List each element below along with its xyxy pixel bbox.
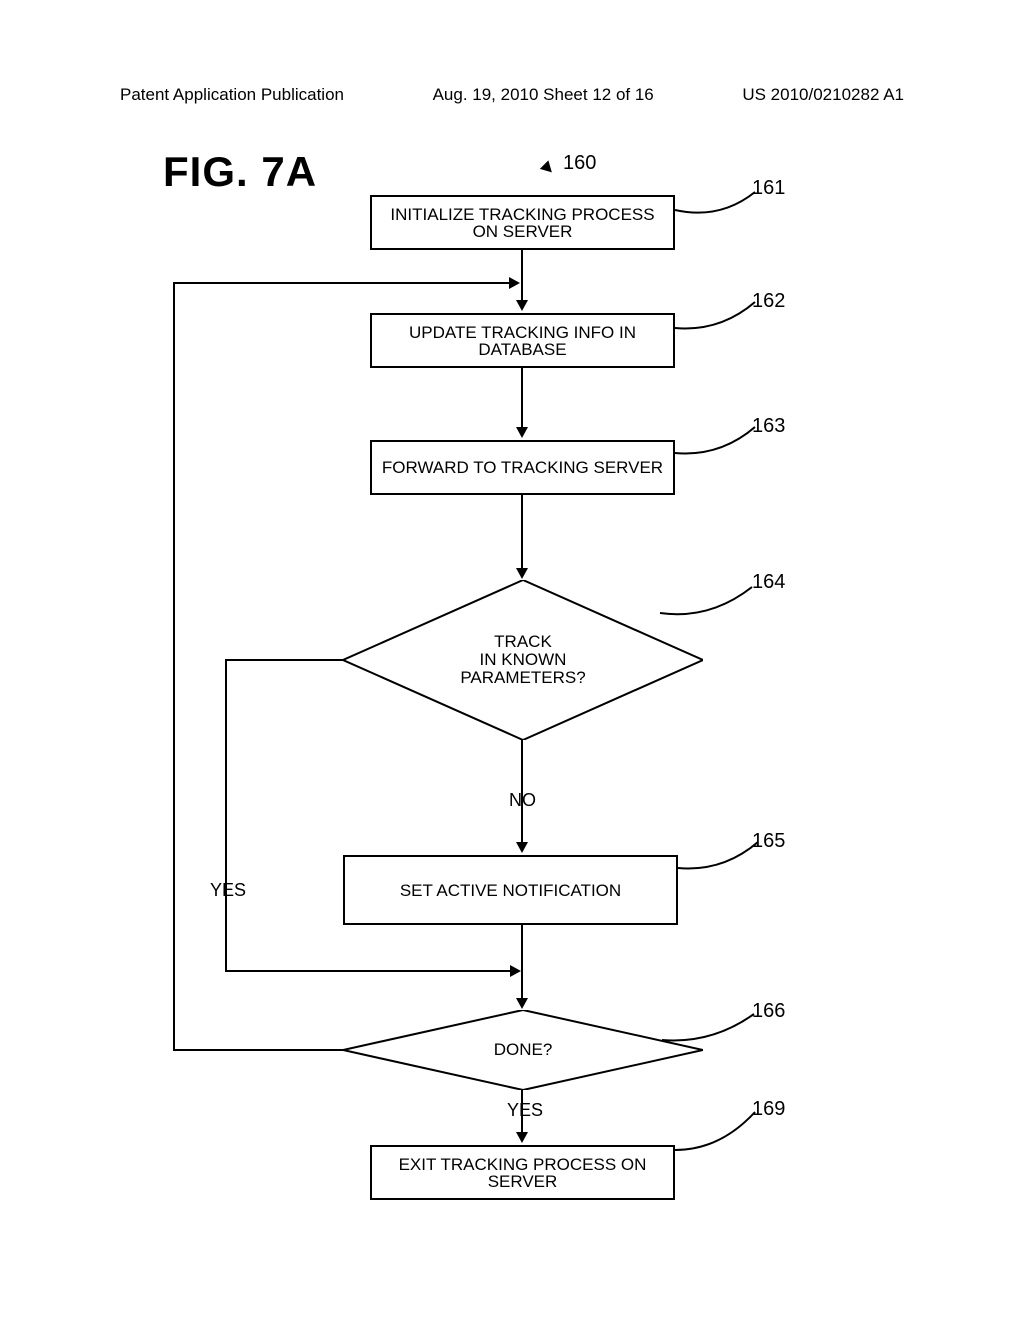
- leader-166: [662, 1012, 762, 1052]
- arrow-166-169: [516, 1132, 528, 1143]
- node-166: DONE?: [343, 1010, 703, 1090]
- node-166-text: DONE?: [494, 1041, 553, 1059]
- edge-166loop-h1: [173, 1049, 343, 1051]
- node-164-text: TRACK IN KNOWN PARAMETERS?: [460, 633, 585, 687]
- node-169-text: EXIT TRACKING PROCESS ON SERVER: [399, 1156, 647, 1190]
- node-162-text: UPDATE TRACKING INFO IN DATABASE: [409, 324, 636, 358]
- ref-169: 169: [752, 1098, 785, 1121]
- edge-164yes-v: [225, 659, 227, 970]
- edge-166loop-h2: [173, 282, 511, 284]
- node-165: SET ACTIVE NOTIFICATION: [343, 855, 678, 925]
- label-no-164: NO: [509, 790, 536, 811]
- arrow-161-162: [516, 300, 528, 311]
- header-left: Patent Application Publication: [120, 85, 344, 105]
- node-163: FORWARD TO TRACKING SERVER: [370, 440, 675, 495]
- arrow-163-164: [516, 568, 528, 579]
- page-header: Patent Application Publication Aug. 19, …: [0, 85, 1024, 105]
- header-right: US 2010/0210282 A1: [742, 85, 904, 105]
- ref-163: 163: [752, 415, 785, 438]
- edge-165-166: [521, 925, 523, 1000]
- flag-arrow-icon: [540, 160, 556, 176]
- ref-162: 162: [752, 290, 785, 313]
- label-yes-166: YES: [507, 1100, 543, 1121]
- arrow-165-166: [516, 998, 528, 1009]
- leader-164: [660, 585, 760, 635]
- ref-161: 161: [752, 177, 785, 200]
- figure-title: FIG. 7A: [163, 148, 317, 196]
- node-163-text: FORWARD TO TRACKING SERVER: [382, 459, 663, 476]
- ref-160: 160: [563, 152, 596, 175]
- node-161-text: INITIALIZE TRACKING PROCESS ON SERVER: [390, 206, 654, 240]
- arrow-164-165: [516, 842, 528, 853]
- edge-163-164: [521, 495, 523, 570]
- node-161: INITIALIZE TRACKING PROCESS ON SERVER: [370, 195, 675, 250]
- node-164: TRACK IN KNOWN PARAMETERS?: [343, 580, 703, 740]
- ref-164: 164: [752, 571, 785, 594]
- edge-161-162: [521, 250, 523, 302]
- node-162: UPDATE TRACKING INFO IN DATABASE: [370, 313, 675, 368]
- arrow-164yes: [510, 965, 521, 977]
- edge-162-163: [521, 368, 523, 428]
- edge-164yes-h2: [225, 970, 512, 972]
- arrow-166loop: [509, 277, 520, 289]
- edge-164yes-h1: [225, 659, 343, 661]
- ref-166: 166: [752, 1000, 785, 1023]
- node-165-text: SET ACTIVE NOTIFICATION: [400, 882, 621, 899]
- edge-166loop-v: [173, 282, 175, 1051]
- label-yes-164: YES: [210, 880, 246, 901]
- ref-165: 165: [752, 830, 785, 853]
- arrow-162-163: [516, 427, 528, 438]
- node-169: EXIT TRACKING PROCESS ON SERVER: [370, 1145, 675, 1200]
- header-mid: Aug. 19, 2010 Sheet 12 of 16: [433, 85, 654, 105]
